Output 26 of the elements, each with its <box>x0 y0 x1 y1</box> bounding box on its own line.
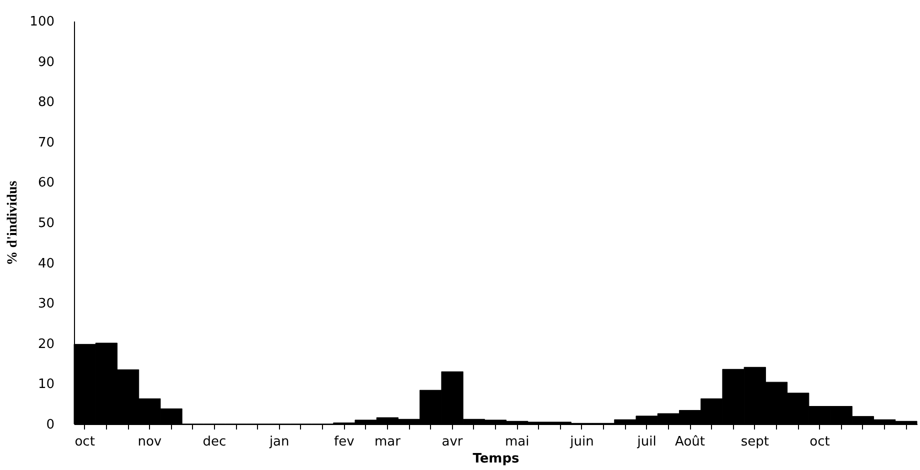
x-tick-label: mai <box>504 434 530 450</box>
y-tick-label: 40 <box>38 256 54 272</box>
x-tick-label: juin <box>569 434 594 450</box>
y-tick-label: 0 <box>46 418 54 432</box>
x-tick-label: dec <box>202 434 226 450</box>
x-tick-label: nov <box>138 434 162 450</box>
y-tick-label: 90 <box>38 54 54 70</box>
x-tick-label: mar <box>374 434 402 450</box>
x-tick-label: oct <box>74 434 95 450</box>
y-tick-label: 50 <box>38 216 54 231</box>
x-tick-label: oct <box>810 434 830 450</box>
y-tick-label: 10 <box>38 377 54 392</box>
y-axis-title: % d'individus <box>6 180 21 266</box>
y-tick-label: 80 <box>38 95 54 110</box>
x-tick-label: sept <box>740 434 769 450</box>
x-axis-title: Temps <box>472 452 520 466</box>
y-tick-label: 60 <box>38 176 54 191</box>
y-tick-label: 30 <box>38 296 54 312</box>
y-tick-label: 20 <box>38 336 54 352</box>
x-tick-label: avr <box>442 434 464 450</box>
y-tick-label: 100 <box>30 14 54 30</box>
x-tick-label: fev <box>334 434 355 450</box>
x-tick-label: Août <box>675 434 706 450</box>
x-tick-label: jan <box>268 434 290 450</box>
y-tick-label: 70 <box>38 135 54 150</box>
x-tick-label: juil <box>636 434 656 450</box>
